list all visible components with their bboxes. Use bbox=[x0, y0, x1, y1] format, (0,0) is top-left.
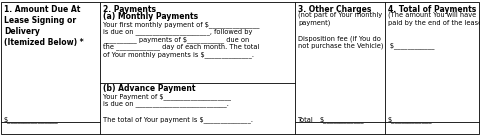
Text: (The amount You will have
paid by the end of the lease): (The amount You will have paid by the en… bbox=[388, 12, 480, 26]
Text: Your Payment of $____________________: Your Payment of $____________________ bbox=[103, 93, 231, 100]
Text: $_______________: $_______________ bbox=[4, 116, 59, 123]
Text: 1. Amount Due At
Lease Signing or
Delivery
(Itemized Below) *: 1. Amount Due At Lease Signing or Delive… bbox=[4, 5, 84, 47]
Text: Disposition fee (if You do: Disposition fee (if You do bbox=[298, 35, 381, 41]
Text: 4. Total of Payments: 4. Total of Payments bbox=[388, 5, 476, 14]
Text: is due on ___________________________.: is due on ___________________________. bbox=[103, 100, 229, 107]
Text: (not part of Your monthly
payment): (not part of Your monthly payment) bbox=[298, 12, 382, 26]
Text: is due on ______________________, followed by: is due on ______________________, follow… bbox=[103, 28, 252, 35]
Text: $____________: $____________ bbox=[320, 116, 365, 123]
Text: (b) Advance Payment: (b) Advance Payment bbox=[103, 84, 195, 93]
Text: 3. Other Charges: 3. Other Charges bbox=[298, 5, 372, 14]
Text: not purchase the Vehicle)   $____________: not purchase the Vehicle) $____________ bbox=[298, 42, 434, 49]
Text: Your first monthly payment of $_______________: Your first monthly payment of $_________… bbox=[103, 21, 260, 28]
Text: The total of Your payment is $______________.: The total of Your payment is $__________… bbox=[103, 116, 253, 123]
Text: (a) Monthly Payments: (a) Monthly Payments bbox=[103, 12, 198, 21]
Text: of Your monthly payments is $______________.: of Your monthly payments is $___________… bbox=[103, 51, 254, 58]
Text: 2. Payments: 2. Payments bbox=[103, 5, 156, 14]
Text: Total: Total bbox=[298, 117, 314, 123]
Text: $____________: $____________ bbox=[388, 116, 432, 123]
Text: the _____________ day of each month. The total: the _____________ day of each month. The… bbox=[103, 43, 259, 50]
Text: __________ payments of $___________ due on: __________ payments of $___________ due … bbox=[103, 36, 249, 43]
